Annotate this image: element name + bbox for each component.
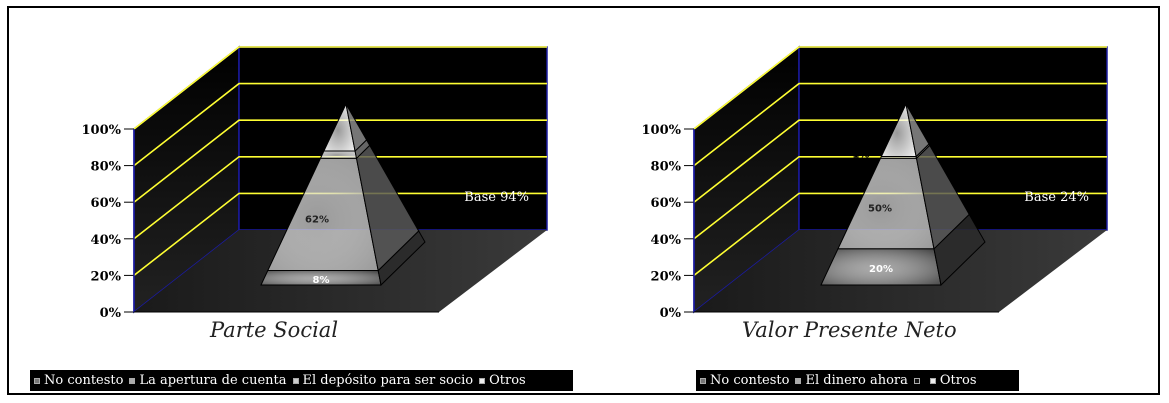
legend-label: El depósito para ser socio <box>302 373 474 388</box>
pyramid-segment-shade <box>916 144 930 159</box>
legend-swatch <box>913 377 920 384</box>
y-tick-label: 20% <box>651 269 682 284</box>
gridline <box>693 156 1107 240</box>
data-label: 26% <box>370 106 394 117</box>
chart-title: Parte Social <box>210 318 339 342</box>
pyramid-segment-shade <box>916 145 970 249</box>
legend-swatch <box>700 377 706 384</box>
data-label: 8% <box>313 275 330 286</box>
chart-parte-social: 0% 20% 40% 60% 80% 100% Base 94% 8% 62% 4% 26% Par… <box>9 8 573 391</box>
y-tick-label: 40% <box>651 233 682 248</box>
gridline <box>133 192 547 277</box>
figure-frame: 0% 20% 40% 60% 80% 100% Base 94% 8% 62% 4% 26% Par… <box>7 6 1160 395</box>
chart-legend: No contesto La apertura de cuenta El depós… <box>30 370 573 391</box>
legend-label: No contesto <box>710 373 790 388</box>
chart-title: Valor Presente Neto <box>742 318 957 342</box>
chart-plot-parte-social: 0% 20% 40% 60% 80% 100% Base 94% 8% 62% 4% 26% <box>82 45 548 321</box>
y-tick-label: 60% <box>651 196 682 211</box>
pyramid-segment-shade <box>356 145 419 271</box>
pyramid-segment-shade <box>355 139 370 159</box>
legend-item: El dinero ahora <box>795 373 908 388</box>
y-tick-label: 100% <box>82 123 122 138</box>
data-label: 50% <box>868 204 892 215</box>
gridline <box>693 46 1107 130</box>
data-label: 1% <box>852 149 869 160</box>
gridline <box>133 156 547 240</box>
y-tick-label: 80% <box>651 160 682 175</box>
gridline <box>133 119 547 203</box>
legend-swatch <box>129 377 136 384</box>
legend-label: Otros <box>939 373 977 388</box>
legend-item: El depósito para ser socio <box>292 373 474 388</box>
legend-item: Otros <box>479 373 526 388</box>
y-tick-label: 100% <box>642 123 682 138</box>
pyramid-segment-shade <box>934 214 985 285</box>
data-label: 20% <box>869 264 893 275</box>
gridline <box>133 82 547 167</box>
legend-item: No contesto <box>700 373 789 388</box>
gridline <box>693 192 1107 277</box>
legend-swatch <box>929 377 936 384</box>
legend-item: Otros <box>929 373 977 388</box>
legend-label: La apertura de cuenta <box>139 373 287 388</box>
data-label: 29% <box>930 106 954 117</box>
base-label: Base 24% <box>1024 190 1089 205</box>
data-label: 4% <box>295 144 312 155</box>
gridline <box>693 119 1107 203</box>
legend-label: Otros <box>489 373 526 388</box>
gridline <box>133 46 547 130</box>
legend-item <box>913 377 924 384</box>
legend-label: El dinero ahora <box>805 373 908 388</box>
pyramid-segment-side <box>905 103 930 158</box>
y-tick-label: 40% <box>91 233 122 248</box>
legend-item: No contesto <box>34 373 123 388</box>
legend-label: No contesto <box>44 373 124 388</box>
y-tick-label: 0% <box>660 306 682 321</box>
chart-valor-presente-neto: 0% 20% 40% 60% 80% 100% Base 24% 20% 50% 1% 29% Va… <box>569 8 1129 391</box>
data-label: 62% <box>305 214 329 225</box>
y-tick-label: 80% <box>91 160 122 175</box>
legend-swatch <box>795 377 802 384</box>
y-tick-label: 0% <box>100 306 122 321</box>
legend-item: La apertura de cuenta <box>129 373 287 388</box>
gridline <box>693 82 1107 167</box>
base-label: Base 94% <box>464 190 529 205</box>
legend-swatch <box>292 377 299 384</box>
chart-legend: No contesto El dinero ahora Otros <box>696 370 1019 391</box>
pyramid-segment-shade <box>906 104 929 157</box>
legend-swatch <box>479 377 486 384</box>
chart-plot-valor-presente-neto: 0% 20% 40% 60% 80% 100% Base 24% 20% 50% 1% 29% <box>642 45 1108 321</box>
legend-swatch <box>34 377 40 384</box>
pyramid-segment-side <box>345 103 368 153</box>
y-tick-label: 60% <box>91 196 122 211</box>
pyramid-segment-front <box>319 150 358 159</box>
y-tick-label: 20% <box>91 269 122 284</box>
pyramid-segment-shade <box>378 230 425 285</box>
pyramid-segment-shade <box>346 104 367 152</box>
